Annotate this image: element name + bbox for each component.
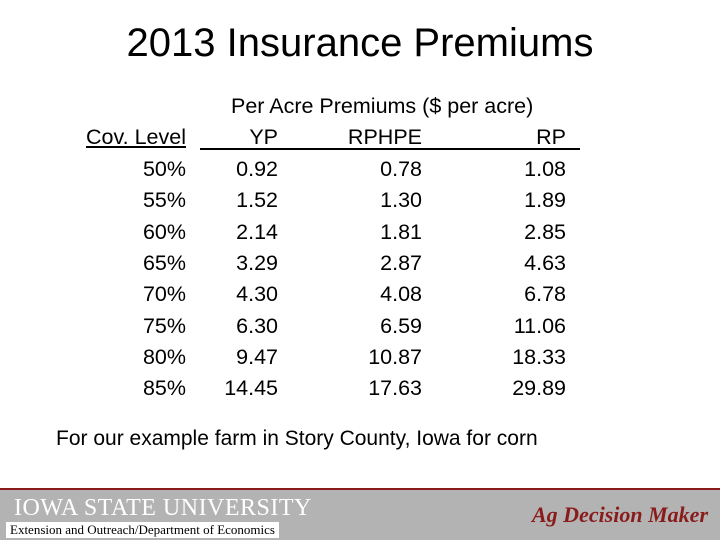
row-rp-cell: 6.78 — [524, 282, 566, 307]
row-yp-cell: 9.47 — [236, 344, 278, 369]
row-rp-cell: 18.33 — [512, 344, 566, 369]
university-logo: IOWA STATE UNIVERSITY — [14, 495, 312, 521]
row-coverage-level-cell: 85% — [142, 376, 186, 401]
row-rp-cell: 29.89 — [512, 376, 566, 401]
row-rphpe-cell: 10.87 — [368, 344, 422, 369]
row-coverage-level-cell: 80% — [142, 344, 186, 369]
row-rphpe-cell: 1.30 — [380, 188, 422, 213]
row-rp-cell: 1.89 — [524, 188, 566, 213]
footer-band: IOWA STATE UNIVERSITY Extension and Outr… — [0, 488, 720, 540]
department-label: Extension and Outreach/Department of Eco… — [6, 522, 279, 538]
row-coverage-level-cell: 50% — [142, 157, 186, 181]
header-underline — [200, 148, 580, 150]
row-coverage-level-cell: 70% — [142, 282, 186, 307]
row-rphpe-cell: 17.63 — [368, 376, 422, 401]
row-coverage-level-cell: 55% — [142, 188, 186, 213]
row-rphpe-cell: 6.59 — [380, 313, 422, 338]
ag-decision-maker-logo: Ag Decision Maker — [532, 502, 708, 527]
slide-title: 2013 Insurance Premiums — [126, 21, 594, 65]
row-coverage-level-cell: 75% — [142, 313, 186, 338]
row-coverage-level-cell: 60% — [142, 219, 186, 244]
row-rphpe-cell: 1.81 — [380, 219, 422, 244]
header-rphpe: RPHPE — [347, 125, 422, 149]
footer-accent-line — [0, 488, 720, 490]
row-rphpe-cell: 4.08 — [380, 282, 422, 307]
header-yp: YP — [249, 125, 278, 149]
table-supertitle: Per Acre Premiums ($ per acre) — [231, 94, 534, 118]
row-rphpe-cell: 2.87 — [380, 250, 422, 275]
row-coverage-level-cell: 65% — [142, 250, 186, 275]
row-yp-cell: 1.52 — [236, 188, 278, 213]
row-rphpe-cell: 0.78 — [380, 157, 422, 181]
row-yp-cell: 3.29 — [236, 250, 278, 275]
row-rp-cell: 4.63 — [524, 250, 566, 275]
row-yp-cell: 6.30 — [236, 313, 278, 338]
row-rp-cell: 2.85 — [524, 219, 566, 244]
row-yp-cell: 0.92 — [236, 157, 278, 181]
footnote: For our example farm in Story County, Io… — [56, 427, 538, 450]
header-rp: RP — [536, 125, 566, 149]
row-yp-cell: 4.30 — [236, 282, 278, 307]
row-rp-cell: 11.06 — [513, 313, 566, 338]
row-yp-cell: 14.45 — [224, 376, 278, 401]
row-yp-cell: 2.14 — [236, 219, 278, 244]
row-rp-cell: 1.08 — [524, 157, 566, 181]
header-coverage-level: Cov. Level — [86, 125, 186, 149]
